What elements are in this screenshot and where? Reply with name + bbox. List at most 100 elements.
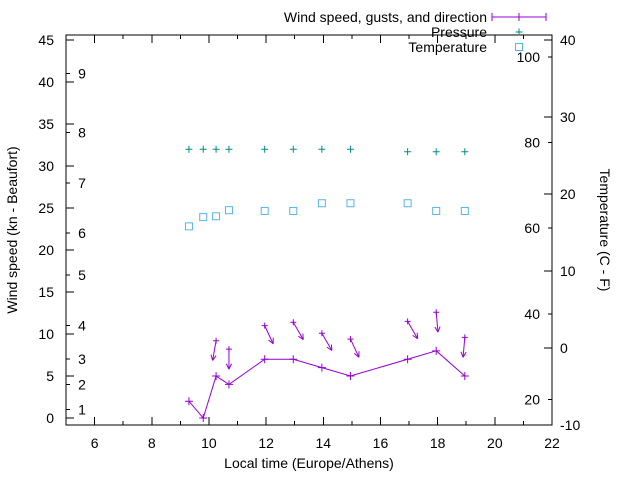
temperature-point bbox=[346, 199, 355, 208]
pressure-point bbox=[318, 145, 326, 153]
x-axis-title: Local time (Europe/Athens) bbox=[224, 455, 394, 471]
beaufort-tick-label: 5 bbox=[78, 267, 86, 283]
gust-arrow-head bbox=[228, 363, 233, 370]
y-left-tick-label: 40 bbox=[38, 74, 54, 90]
pressure-point bbox=[185, 145, 193, 153]
pressure-point bbox=[261, 145, 269, 153]
y-left-tick-label: 10 bbox=[38, 326, 54, 342]
pressure-point bbox=[289, 145, 297, 153]
pressure-point bbox=[461, 148, 469, 156]
beaufort-tick-label: 6 bbox=[78, 225, 86, 241]
y-left-tick-label: 35 bbox=[38, 116, 54, 132]
gust-arrow-head bbox=[326, 346, 333, 351]
gust-arrow-shaft bbox=[349, 338, 360, 358]
fahrenheit-tick-label: 60 bbox=[524, 220, 540, 236]
gust-point bbox=[261, 322, 268, 329]
pressure-point bbox=[212, 145, 220, 153]
gust-arrow-head bbox=[412, 334, 418, 340]
fahrenheit-tick-label: 20 bbox=[524, 391, 540, 407]
beaufort-tick-label: 8 bbox=[78, 124, 86, 140]
gust-arrow-head bbox=[460, 351, 464, 358]
gust-arrow-shaft bbox=[264, 325, 274, 344]
legend-temperature-sample-marker bbox=[515, 43, 523, 51]
y-right-tick-label: 40 bbox=[560, 32, 576, 48]
x-tick-label: 8 bbox=[148, 435, 156, 451]
y-left-tick-label: 5 bbox=[46, 368, 54, 384]
gust-point bbox=[404, 318, 411, 325]
pressure-point bbox=[432, 148, 440, 156]
x-tick-label: 6 bbox=[91, 435, 99, 451]
temperature-point bbox=[403, 199, 412, 208]
fahrenheit-tick-label: 100 bbox=[517, 49, 541, 65]
legend-pressure-sample-marker bbox=[515, 28, 523, 36]
legend-label-pressure: Pressure bbox=[431, 24, 487, 40]
beaufort-tick-label: 9 bbox=[78, 66, 86, 82]
wind-point bbox=[260, 355, 269, 364]
gust-arrow-shaft bbox=[462, 337, 466, 358]
legend-label-temperature: Temperature bbox=[408, 39, 487, 55]
plot-border bbox=[65, 34, 553, 426]
wind-point bbox=[346, 372, 355, 381]
gust-arrow-head bbox=[298, 335, 304, 341]
pressure-point bbox=[346, 145, 354, 153]
temperature-point bbox=[224, 206, 233, 215]
wind-point bbox=[460, 372, 469, 381]
wind-point bbox=[432, 346, 441, 355]
temperature-point bbox=[317, 199, 326, 208]
wind-point bbox=[199, 414, 208, 423]
pressure-point bbox=[199, 145, 207, 153]
temperature-point bbox=[289, 206, 298, 215]
gust-arrow-head bbox=[268, 339, 274, 345]
x-tick-label: 22 bbox=[544, 435, 560, 451]
gust-arrow-shaft bbox=[212, 340, 217, 361]
gust-arrow-shaft bbox=[321, 332, 333, 351]
x-tick-label: 10 bbox=[201, 435, 217, 451]
legend-label-wind: Wind speed, gusts, and direction bbox=[284, 9, 487, 25]
wind-point bbox=[212, 372, 221, 381]
gust-arrow-head bbox=[210, 354, 214, 361]
wind-point bbox=[224, 380, 233, 389]
y-right-tick-label: 10 bbox=[560, 263, 576, 279]
temperature-point bbox=[432, 206, 441, 215]
y-left-tick-label: 25 bbox=[38, 200, 54, 216]
beaufort-tick-label: 4 bbox=[78, 318, 86, 334]
fahrenheit-tick-label: 40 bbox=[524, 306, 540, 322]
temperature-point bbox=[199, 213, 208, 222]
wind-point bbox=[403, 355, 412, 364]
wind-point bbox=[184, 397, 193, 406]
x-tick-label: 16 bbox=[373, 435, 389, 451]
y-right-tick-label: 0 bbox=[560, 340, 568, 356]
gust-arrow-head bbox=[434, 326, 439, 333]
x-tick-label: 14 bbox=[316, 435, 332, 451]
gust-arrow-head bbox=[212, 355, 217, 361]
y-right-tick-label: 20 bbox=[560, 186, 576, 202]
wind-point bbox=[289, 355, 298, 364]
temperature-point bbox=[184, 222, 193, 231]
y-right-tick-label: 30 bbox=[560, 109, 576, 125]
beaufort-tick-label: 3 bbox=[78, 351, 86, 367]
temperature-point bbox=[260, 206, 269, 215]
x-tick-label: 20 bbox=[487, 435, 503, 451]
y-left-tick-label: 15 bbox=[38, 284, 54, 300]
beaufort-tick-label: 2 bbox=[78, 376, 86, 392]
beaufort-tick-label: 7 bbox=[78, 175, 86, 191]
x-tick-label: 18 bbox=[430, 435, 446, 451]
beaufort-tick-label: 1 bbox=[78, 402, 86, 418]
y-right-tick-label: -10 bbox=[560, 417, 580, 433]
pressure-point bbox=[225, 145, 233, 153]
y-left-tick-label: 0 bbox=[46, 410, 54, 426]
gust-arrow-head bbox=[462, 351, 467, 358]
temperature-point bbox=[460, 206, 469, 215]
pressure-point bbox=[404, 148, 412, 156]
gust-arrow-shaft bbox=[292, 322, 304, 340]
y-left-tick-label: 30 bbox=[38, 158, 54, 174]
fahrenheit-tick-label: 80 bbox=[524, 135, 540, 151]
temperature-point bbox=[212, 212, 221, 221]
y-left-tick-label: 20 bbox=[38, 242, 54, 258]
gust-point bbox=[290, 319, 297, 326]
wind-point bbox=[317, 363, 326, 372]
gust-arrow-shaft bbox=[435, 312, 439, 333]
